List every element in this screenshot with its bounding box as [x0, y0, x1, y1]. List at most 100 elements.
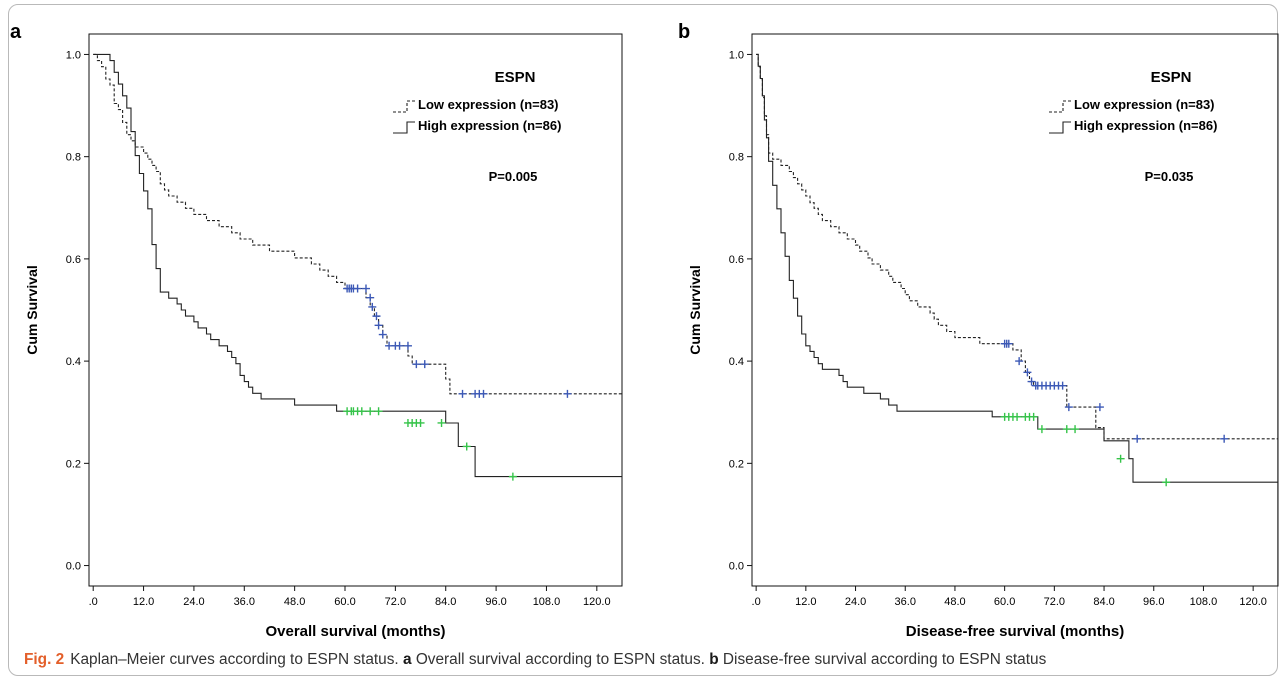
panel-a-x-tick-label: 36.0	[234, 596, 255, 608]
panel-a-low-expression-censor-mark	[395, 341, 404, 350]
panel-b-x-tick-label: 72.0	[1044, 596, 1065, 608]
panel-b-legend-label-low: Low expression (n=83)	[1074, 97, 1215, 112]
panel-b-low-expression-censor-mark	[1023, 368, 1032, 377]
panel-a-y-tick-label: 0.8	[66, 152, 81, 164]
panel-a-x-tick-label: 24.0	[183, 596, 204, 608]
panel-b-low-expression-censor-mark	[1058, 381, 1067, 390]
panel-a-low-expression-censor-mark	[479, 389, 488, 398]
panel-a-y-tick-label: 0.6	[66, 254, 81, 266]
panel-a-x-tick-label: 12.0	[133, 596, 154, 608]
panel-b-x-tick-label: .0	[752, 596, 761, 608]
panel-b-legend-symbol-low	[1049, 100, 1071, 113]
panel-a-low-expression-censor-mark	[374, 321, 383, 330]
panel-b-x-tick-label: 24.0	[845, 596, 866, 608]
panel-a-high-expression-censor-mark	[462, 442, 471, 451]
panel-b-low-expression-censor-mark	[1015, 357, 1024, 366]
panel-a-label: a	[10, 21, 22, 43]
panel-b-legend-symbol-high	[1049, 121, 1071, 134]
panel-a-legend-label-low: Low expression (n=83)	[418, 97, 559, 112]
panel-b-y-tick-label: 1.0	[729, 49, 744, 61]
panel-b-low-expression-censor-mark	[1220, 434, 1229, 443]
panel-b-plot-frame	[751, 33, 1279, 587]
figure-label: Fig. 2	[24, 651, 65, 668]
panel-a-x-tick-label: 60.0	[334, 596, 355, 608]
panel-a-y-tick-label: 1.0	[66, 49, 81, 61]
panel-b-x-tick-label: 84.0	[1093, 596, 1114, 608]
panel-b-high-expression-censor-mark	[1062, 425, 1071, 434]
panel-b-y-tick-label: 0.2	[729, 458, 744, 470]
caption-intro: Kaplan–Meier curves according to ESPN st…	[70, 651, 399, 668]
panel-b-high-expression-censor-mark	[1013, 412, 1022, 421]
panel-a-x-tick-label: 120.0	[583, 596, 611, 608]
panel-b-x-tick-label: 96.0	[1143, 596, 1164, 608]
panel-a-x-tick-label: 72.0	[385, 596, 406, 608]
panel-a-high-expression-curve	[93, 53, 622, 478]
panel-b-high-expression-censor-mark	[1116, 454, 1125, 463]
panel-b-x-tick-label: 48.0	[944, 596, 965, 608]
panel-a-y-tick-label: 0.2	[66, 458, 81, 470]
panel-a-low-expression-censor-mark	[361, 284, 370, 293]
panel-a-low-expression-censor-mark	[412, 360, 421, 369]
panel-a-high-expression-censor-mark	[508, 472, 517, 481]
panel-b-p-value: P=0.035	[1145, 169, 1194, 184]
panel-b-chart: b 0.0 0.2 0.4 0.6 0.8 1.0 .0 12.0 24.0 36.0 48.0 60.…	[678, 21, 1279, 640]
caption-panel-b-text: Disease-free survival according to ESPN …	[722, 651, 1047, 668]
panel-a-y-axis-title: Cum Survival	[24, 265, 40, 354]
panel-b-legend-label-high: High expression (n=86)	[1074, 118, 1217, 133]
panel-b-low-expression-censor-mark	[1027, 377, 1036, 386]
panel-a-p-value: P=0.005	[489, 169, 538, 184]
panel-a-y-tick-label: 0.4	[66, 356, 81, 368]
panel-b-y-tick-label: 0.4	[729, 356, 744, 368]
panel-a-low-expression-censor-mark	[372, 312, 381, 321]
panel-a-y-tick-label: 0.0	[66, 561, 81, 573]
panel-b-x-tick-label: 60.0	[994, 596, 1015, 608]
figure-caption: Fig. 2 Kaplan–Meier curves according to E…	[24, 651, 1274, 669]
panel-a-chart: a 0.0 0.2 0.4 0.6 0.8 1.0 .0 12.0 24.0 36.0 48.0 60.…	[10, 21, 623, 640]
panel-b-y-axis-title: Cum Survival	[687, 265, 703, 354]
panel-b-low-expression-censor-mark	[1064, 403, 1073, 412]
panel-a-x-axis-title: Overall survival (months)	[265, 623, 445, 640]
panel-a-low-expression-censor-mark	[403, 341, 412, 350]
caption-panel-a-label: a	[402, 651, 412, 668]
panel-a-x-tick-label: 48.0	[284, 596, 305, 608]
panel-b-high-expression-curve	[756, 53, 1278, 483]
panel-a-high-expression-censor-mark	[416, 418, 425, 427]
panel-b-low-expression-censor-mark	[1095, 403, 1104, 412]
panel-a-low-expression-censor-mark	[366, 293, 375, 302]
panel-b-low-expression-curve	[756, 53, 1278, 440]
panel-b-low-expression-censor-mark	[1004, 339, 1013, 348]
panel-b-low-expression-censor-mark	[1133, 434, 1142, 443]
panel-b-x-tick-label: 36.0	[895, 596, 916, 608]
panel-b-x-axis-title: Disease-free survival (months)	[906, 623, 1124, 640]
panel-b-y-tick-label: 0.8	[729, 152, 744, 164]
panel-b-legend-title: ESPN	[1151, 69, 1192, 86]
panel-b-high-expression-censor-mark	[1029, 412, 1038, 421]
panel-a-x-tick-label: 96.0	[485, 596, 506, 608]
panel-a-legend-symbol-high	[393, 121, 415, 134]
panel-a-low-expression-censor-mark	[458, 389, 467, 398]
panel-b-high-expression-censor-mark	[1162, 478, 1171, 487]
caption-panel-b-label: b	[709, 651, 719, 668]
panel-a-x-tick-label: 108.0	[533, 596, 561, 608]
panel-a-x-tick-label: 84.0	[435, 596, 456, 608]
panel-a-x-tick-label: .0	[89, 596, 98, 608]
panel-b-high-expression-censor-mark	[1071, 425, 1080, 434]
panel-a-low-expression-censor-mark	[420, 360, 429, 369]
panel-a-high-expression-censor-mark	[437, 418, 446, 427]
caption-panel-a-text: Overall survival according to ESPN statu…	[415, 651, 705, 668]
panel-a-low-expression-censor-mark	[368, 302, 377, 311]
panel-a-low-expression-censor-mark	[563, 389, 572, 398]
panel-b-y-tick-label: 0.6	[729, 254, 744, 266]
panel-a-low-expression-censor-mark	[353, 284, 362, 293]
panel-b-x-tick-label: 120.0	[1239, 596, 1267, 608]
panel-a-high-expression-censor-mark	[366, 407, 375, 416]
panel-a-high-expression-censor-mark	[357, 407, 366, 416]
panel-b-x-tick-label: 12.0	[795, 596, 816, 608]
panel-a-legend-symbol-low	[393, 100, 415, 113]
panel-a-legend-title: ESPN	[495, 69, 536, 86]
panel-b-y-tick-label: 0.0	[729, 561, 744, 573]
panel-b-label: b	[678, 21, 690, 43]
panel-a-low-expression-censor-mark	[378, 330, 387, 339]
panel-b-x-tick-label: 108.0	[1190, 596, 1218, 608]
